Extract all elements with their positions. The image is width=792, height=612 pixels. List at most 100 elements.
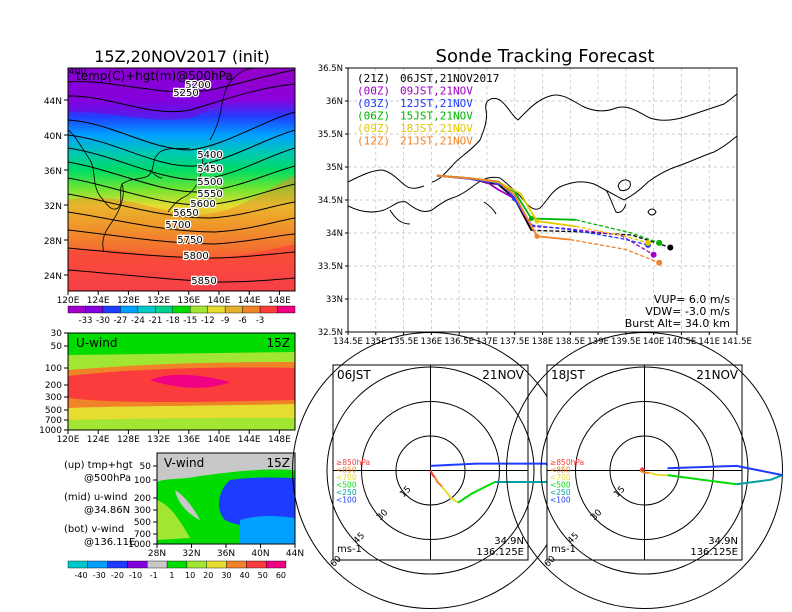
colorbar-swatch [259, 305, 278, 314]
note-line: (up) tmp+hgt [64, 460, 133, 471]
hodograph-date: 21NOV [482, 368, 524, 382]
mass-field-label: temp(C)+hgt(m)@500hPa [76, 69, 233, 83]
uwind-band-pink [150, 374, 230, 388]
colorbar-label: -30 [96, 316, 110, 326]
lat-tick-label: 33.5N [318, 262, 343, 272]
pressure-tick-label: 700 [45, 416, 62, 426]
lon-tick-label: 134.5E [333, 337, 363, 347]
hodograph-segment [648, 471, 668, 477]
wind-colorbar-label: -10 [129, 571, 142, 580]
hodograph-segment [457, 481, 496, 504]
landing-point [656, 259, 663, 266]
launch-code: (00Z) [357, 85, 390, 98]
vwind-gray-lower [175, 490, 200, 520]
pressure-legend-item: <500 [550, 481, 571, 490]
hodograph-segment [667, 464, 783, 477]
left-panel-title: 15Z,20NOV2017 (init) [94, 47, 270, 66]
colorbar-label: -6 [238, 316, 246, 326]
wind-colorbar-swatch [265, 560, 287, 569]
vwind-lime [157, 500, 190, 540]
landing-point [667, 244, 674, 251]
pressure-tick-label: 1000 [39, 426, 62, 436]
wind-colorbar-label: -20 [111, 571, 124, 580]
colorbar-swatch [67, 305, 86, 314]
pressure-tick-label: 300 [134, 506, 151, 516]
colorbar-label: -3 [256, 316, 264, 326]
colorbar-swatch [172, 305, 191, 314]
mass-lat-ticks: 44N 40N 36N 32N 28N 24N [44, 97, 68, 282]
note-line: @136.11E [84, 537, 135, 548]
vwind-time: 15Z [267, 456, 291, 470]
pressure-legend-item: <500 [336, 481, 357, 490]
lat-tick-label: 34N [326, 229, 343, 239]
landing-point [650, 251, 657, 258]
pressure-legend-item: <100 [336, 496, 357, 505]
lat-tick-label: 36N [217, 549, 235, 559]
landing-point [645, 239, 652, 246]
track-descent-line [575, 219, 660, 244]
lat-tick-label: 35N [326, 163, 343, 173]
hodograph-time: 06JST [337, 368, 371, 382]
lon-tick-label: 124E [87, 435, 110, 445]
contour-label: 5650 [173, 208, 198, 219]
wind-colorbar-swatch [166, 560, 188, 569]
colorbar-label: -33 [79, 316, 93, 326]
landing-point [656, 239, 663, 246]
launch-time: 09JST,21NOV [400, 85, 473, 98]
lon-tick-label: 141E [698, 337, 720, 347]
vwind-lat-ticks: 28N 32N 36N 40N 44N [148, 544, 304, 559]
mass-cold-core [68, 68, 240, 120]
pressure-tick-label: 700 [134, 530, 151, 540]
hodograph-lon: 136.125E [690, 547, 738, 558]
uwind-time: 15Z [267, 336, 291, 350]
wind-colorbar-label: 30 [221, 571, 231, 580]
contour-label: 5850 [191, 276, 216, 287]
wind-colorbar: -40 -30 -20 -10 -1 1 10 20 30 40 50 60 [67, 560, 287, 580]
hodograph-lat: 34.9N [494, 536, 524, 547]
contour-label: 5550 [197, 189, 222, 200]
uwind-band-lower [68, 418, 295, 430]
lon-tick-label: 137.5E [500, 337, 530, 347]
contour-label: 5500 [197, 177, 222, 188]
hodograph-lat: 34.9N [708, 536, 738, 547]
note-line: @500hPa [84, 473, 131, 484]
vwind-gray-upper [157, 453, 295, 482]
lon-tick-label: 148E [268, 296, 291, 306]
wind-colorbar-swatch [246, 560, 267, 569]
lon-tick-label: 136E [177, 296, 200, 306]
track-map: 36.5N 36N 35.5N 35N 34.5N 34N 33.5N 33N 32.5N 13… [318, 64, 752, 347]
lat-tick-label: 36N [326, 97, 343, 107]
hodograph-date: 21NOV [696, 368, 738, 382]
track-ascent-line [436, 174, 576, 221]
wind-colorbar-label: 40 [239, 571, 249, 580]
lon-tick-label: 137E [476, 337, 498, 347]
pressure-tick-label: 500 [134, 518, 151, 528]
track-descent-line [575, 225, 649, 244]
uwind-label: U-wind [76, 336, 117, 350]
colorbar-swatch [190, 305, 208, 314]
wind-colorbar-swatch [87, 560, 108, 569]
burst-point [534, 233, 540, 239]
mass-corner-label: 400 [69, 67, 86, 77]
colorbar-swatch [120, 305, 139, 314]
wind-colorbar-label: -1 [150, 571, 158, 580]
colorbar-label: -24 [131, 316, 145, 326]
wind-colorbar-label: 20 [203, 571, 213, 580]
pressure-legend-item: ≥850hPa [550, 458, 584, 467]
lat-tick-label: 34.5N [318, 196, 343, 206]
pressure-legend-item: <100 [550, 496, 571, 505]
contour-label: 5400 [197, 150, 222, 161]
pressure-tick-label: 200 [45, 381, 62, 391]
lat-tick-label: 32N [182, 549, 200, 559]
lon-tick-label: 128E [117, 296, 140, 306]
launch-legend: (21Z) 06JST,21NOV2017 (00Z) 09JST,21NOV (03Z… [357, 72, 499, 148]
colorbar-swatch [242, 305, 261, 314]
burst-point [528, 215, 534, 221]
track-descent-line [570, 238, 660, 264]
note-line: @34.86N [84, 505, 130, 516]
launch-time: 18JST,21NOV [400, 122, 473, 135]
